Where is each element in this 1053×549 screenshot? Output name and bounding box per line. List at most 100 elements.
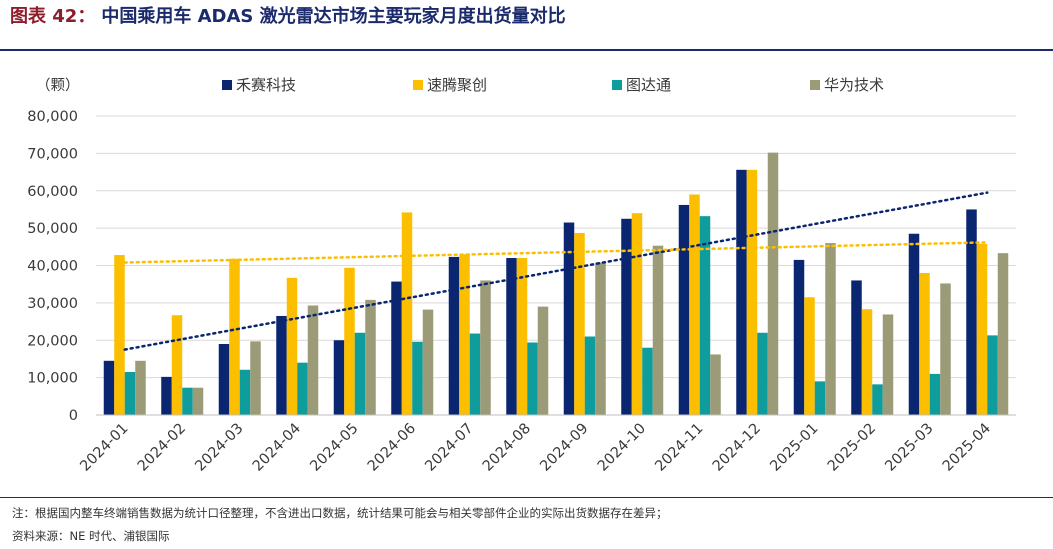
bar	[861, 309, 873, 415]
bar	[997, 253, 1009, 415]
bar	[825, 243, 836, 415]
bar	[161, 376, 172, 415]
bar	[527, 342, 538, 415]
bar	[250, 341, 261, 415]
y-tick-label: 40,000	[27, 259, 78, 275]
bar	[448, 256, 460, 415]
bar	[919, 272, 930, 415]
bar	[595, 262, 606, 415]
bar	[987, 335, 998, 415]
bar	[699, 216, 711, 415]
legend-swatch	[810, 80, 820, 90]
legend-label: 华为技术	[824, 76, 884, 94]
x-tick-label: 2024-07	[422, 421, 476, 475]
source-note: 资料来源：NE 时代、浦银国际	[12, 529, 170, 543]
footnote: 注：根据国内整车终端销售数据为统计口径整理，不含进出口数据，统计结果可能会与相关…	[12, 506, 668, 520]
legend-label: 禾赛科技	[236, 76, 296, 94]
figure-label: 图表 42：	[10, 6, 96, 27]
bar	[621, 218, 632, 415]
bar	[401, 212, 413, 415]
bar	[391, 281, 402, 415]
bar	[516, 258, 528, 415]
footer-divider	[0, 497, 1053, 498]
bar	[584, 336, 596, 415]
x-tick-label: 2024-03	[192, 421, 246, 475]
x-tick-label: 2025-01	[767, 421, 821, 475]
bar	[192, 387, 204, 415]
bar	[354, 332, 366, 415]
bar	[872, 384, 883, 415]
bar	[365, 299, 376, 415]
x-tick-label: 2024-10	[595, 421, 649, 475]
bar	[652, 245, 664, 415]
x-tick-label: 2025-02	[825, 421, 879, 475]
bar	[480, 280, 491, 415]
bar	[631, 213, 643, 415]
bar	[135, 360, 146, 415]
bar	[124, 372, 136, 415]
trendline	[123, 191, 989, 351]
y-tick-label: 70,000	[27, 146, 78, 162]
title-divider	[0, 49, 1053, 51]
legend-swatch	[612, 80, 622, 90]
bar	[286, 277, 298, 415]
bar	[114, 255, 125, 415]
x-tick-label: 2024-11	[652, 421, 706, 475]
legend-swatch	[222, 80, 232, 90]
bar	[804, 297, 815, 415]
bar	[307, 305, 319, 415]
legend-swatch	[413, 80, 423, 90]
bar	[563, 222, 575, 415]
bar	[966, 209, 977, 415]
x-tick-label: 2024-08	[480, 421, 534, 475]
x-tick-label: 2024-12	[710, 421, 764, 475]
bar	[929, 373, 941, 415]
bar	[422, 309, 434, 415]
legend-label: 图达通	[626, 76, 671, 94]
x-tick-label: 2024-09	[537, 421, 591, 475]
bar	[412, 341, 423, 415]
bar	[678, 204, 690, 415]
bar	[940, 283, 951, 415]
bar	[276, 315, 287, 415]
bar	[506, 258, 517, 415]
bar	[746, 169, 758, 415]
bar	[574, 232, 585, 415]
bar	[736, 169, 747, 415]
bar	[229, 258, 240, 415]
x-tick-label: 2025-04	[940, 421, 994, 475]
bar	[642, 347, 653, 415]
y-tick-label: 20,000	[27, 333, 78, 349]
y-tick-label: 50,000	[27, 221, 78, 237]
legend-label: 速腾聚创	[427, 76, 487, 94]
bar-chart: 0 10,000 20,000 30,000 40,000 50,000 60,000 70,…	[27, 76, 1016, 475]
bar	[218, 343, 230, 415]
bar	[537, 306, 549, 415]
y-unit-label: （颗）	[36, 77, 80, 94]
bar	[182, 387, 193, 415]
y-tick-label: 30,000	[27, 296, 78, 312]
page-title: 图表 42： 中国乘用车 ADAS 激光雷达市场主要玩家月度出货量对比	[10, 4, 566, 30]
y-tick-label: 0	[69, 408, 78, 424]
bar	[793, 259, 805, 415]
x-tick-label: 2024-02	[135, 421, 189, 475]
x-tick-label: 2024-04	[250, 421, 304, 475]
bar	[171, 315, 183, 415]
x-tick-label: 2024-01	[77, 421, 131, 475]
bar	[297, 362, 308, 415]
bar	[908, 233, 920, 415]
x-tick-label: 2025-03	[882, 421, 936, 475]
bar	[344, 267, 355, 415]
bar	[459, 254, 470, 415]
bar	[333, 340, 345, 415]
bar	[710, 354, 721, 415]
bar	[851, 280, 862, 415]
x-tick-label: 2024-05	[307, 421, 361, 475]
bar	[767, 152, 779, 415]
bar	[757, 332, 768, 415]
chart-title: 中国乘用车 ADAS 激光雷达市场主要玩家月度出货量对比	[101, 6, 566, 27]
y-tick-label: 60,000	[27, 184, 78, 200]
bar	[689, 194, 700, 415]
y-tick-label: 10,000	[27, 371, 78, 387]
y-tick-label: 80,000	[27, 109, 78, 125]
